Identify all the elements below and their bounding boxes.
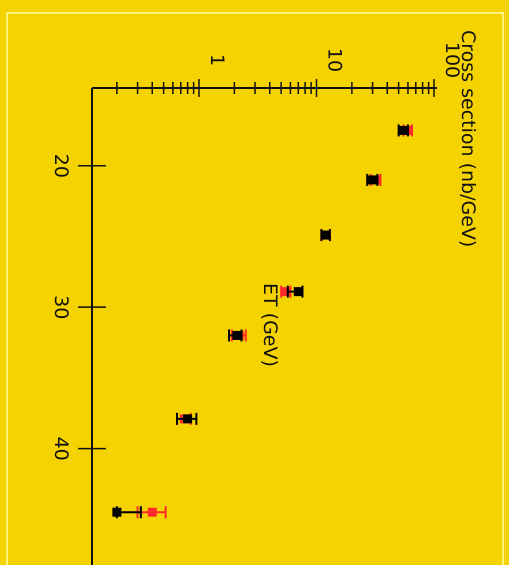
data-point (232, 330, 242, 340)
data-point (398, 125, 408, 135)
data-point (321, 230, 331, 240)
y-tick-label: 10 (324, 48, 346, 72)
y-tick-label: 1 (206, 54, 228, 66)
series-layer (112, 124, 414, 519)
data-point (183, 414, 193, 424)
x-tick-label: 40 (50, 437, 72, 461)
chart-panel-border (6, 12, 504, 565)
x-axis-title: ET (GeV) (259, 283, 281, 367)
x-tick-label: 20 (50, 154, 72, 178)
data-point (293, 287, 303, 297)
y-axis-ticks: 1 10 100 (116, 42, 463, 97)
x-tick-label: 30 (50, 295, 72, 319)
data-point (112, 507, 122, 517)
y-axis-title: Cross section (nb/GeV) (457, 30, 479, 247)
data-point (368, 175, 378, 185)
y-tick-label: 100 (441, 42, 463, 78)
data-point (281, 287, 291, 297)
series-black (112, 124, 409, 519)
data-point (147, 507, 157, 517)
x-axis-ticks: 20 30 40 (50, 154, 106, 461)
